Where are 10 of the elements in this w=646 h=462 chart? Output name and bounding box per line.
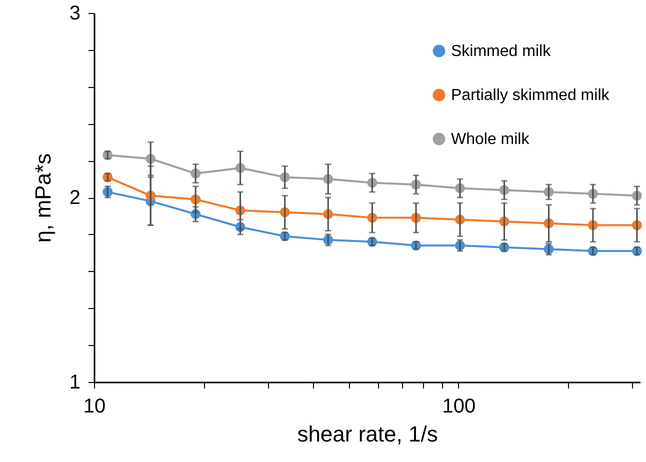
y-axis-title: η, mPa*s <box>30 153 56 243</box>
x-tick-label: 100 <box>442 396 476 418</box>
x-tick-label: 10 <box>83 396 106 418</box>
legend-label: Partially skimmed milk <box>451 87 610 104</box>
legend-label: Skimmed milk <box>451 43 552 60</box>
y-tick-label: 3 <box>69 2 80 24</box>
x-axis-title: shear rate, 1/s <box>297 422 438 446</box>
legend-label: Whole milk <box>451 131 530 148</box>
y-tick-label: 1 <box>69 372 80 394</box>
y-tick-label: 2 <box>69 187 80 209</box>
